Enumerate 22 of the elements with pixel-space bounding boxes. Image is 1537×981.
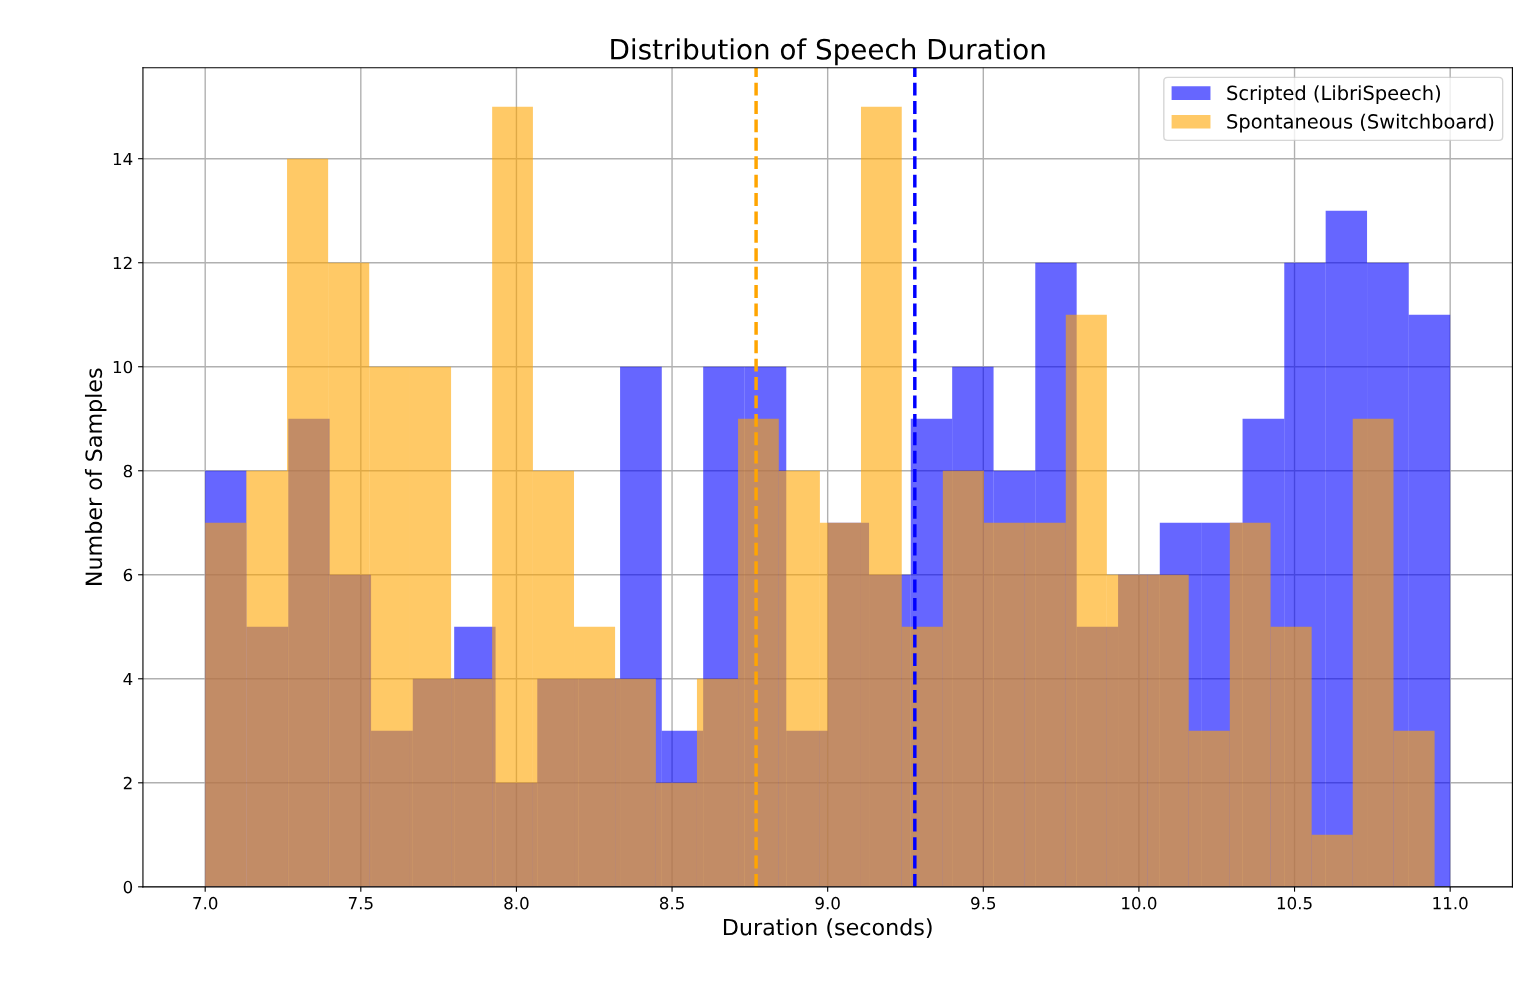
chart-title: Distribution of Speech Duration — [611, 38, 1045, 66]
y-tick-label: 0 — [123, 880, 133, 894]
y-tick-label: 2 — [123, 776, 132, 790]
legend-label: Spontaneous (Switchboard) — [1227, 113, 1494, 133]
x-tick-label: 8.5 — [659, 896, 684, 910]
y-tick-label: 6 — [123, 568, 133, 582]
y-axis-title: Number of Samples — [84, 368, 107, 585]
x-tick-label: 10.5 — [1277, 896, 1312, 910]
y-tick-label: 10 — [113, 360, 133, 374]
x-tick-label: 11.0 — [1433, 896, 1468, 910]
legend-label: Scripted (LibriSpeech) — [1227, 85, 1441, 105]
x-axis-title: Duration (seconds) — [723, 918, 932, 939]
y-tick-label: 4 — [123, 672, 133, 686]
x-tick-label: 9.5 — [971, 896, 996, 910]
y-tick-label: 12 — [113, 256, 132, 270]
y-tick-label: 8 — [123, 464, 133, 478]
y-tick-label: 14 — [113, 152, 133, 166]
x-tick-label: 9.0 — [815, 896, 840, 910]
x-tick-label: 7.0 — [193, 896, 218, 910]
x-tick-label: 10.0 — [1122, 896, 1157, 910]
x-tick-label: 8.0 — [504, 896, 529, 910]
x-tick-label: 7.5 — [348, 897, 373, 910]
